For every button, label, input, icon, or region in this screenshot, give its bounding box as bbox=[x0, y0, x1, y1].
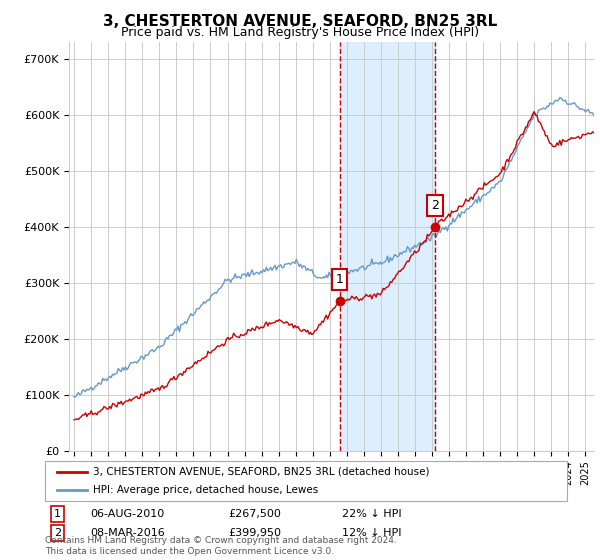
Text: 08-MAR-2016: 08-MAR-2016 bbox=[90, 528, 165, 538]
Text: Price paid vs. HM Land Registry's House Price Index (HPI): Price paid vs. HM Land Registry's House … bbox=[121, 26, 479, 39]
Text: Contains HM Land Registry data © Crown copyright and database right 2024.
This d: Contains HM Land Registry data © Crown c… bbox=[45, 536, 397, 556]
Bar bbox=[340, 42, 435, 451]
Text: 1: 1 bbox=[336, 273, 344, 286]
Text: 12% ↓ HPI: 12% ↓ HPI bbox=[342, 528, 401, 538]
Text: 2: 2 bbox=[431, 199, 439, 212]
Text: 3, CHESTERTON AVENUE, SEAFORD, BN25 3RL: 3, CHESTERTON AVENUE, SEAFORD, BN25 3RL bbox=[103, 14, 497, 29]
Text: 06-AUG-2010: 06-AUG-2010 bbox=[90, 509, 164, 519]
Text: 22% ↓ HPI: 22% ↓ HPI bbox=[342, 509, 401, 519]
Text: 1: 1 bbox=[54, 509, 61, 519]
Text: HPI: Average price, detached house, Lewes: HPI: Average price, detached house, Lewe… bbox=[93, 486, 318, 495]
Text: £399,950: £399,950 bbox=[228, 528, 281, 538]
Text: £267,500: £267,500 bbox=[228, 509, 281, 519]
Text: 2: 2 bbox=[54, 528, 61, 538]
Text: 3, CHESTERTON AVENUE, SEAFORD, BN25 3RL (detached house): 3, CHESTERTON AVENUE, SEAFORD, BN25 3RL … bbox=[93, 467, 430, 477]
